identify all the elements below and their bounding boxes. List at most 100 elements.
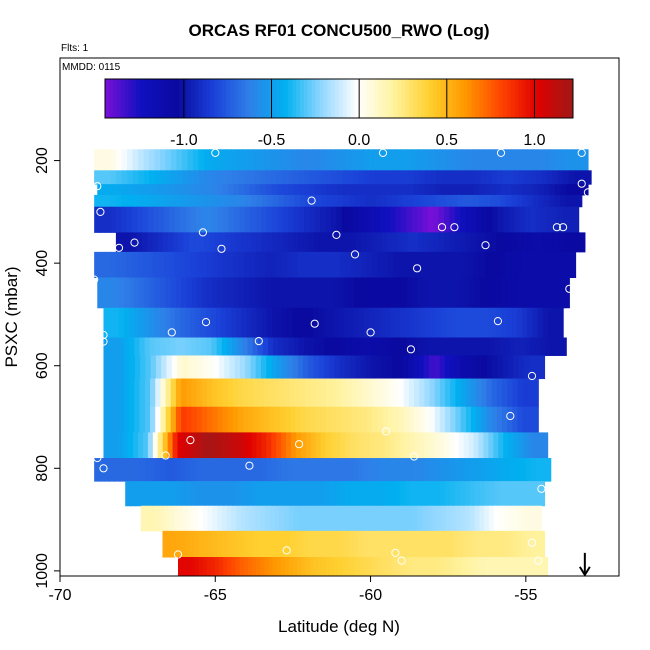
heatmap-cell	[470, 206, 477, 233]
heatmap-cell	[382, 378, 389, 408]
heatmap-cell	[460, 355, 467, 380]
heatmap-cell	[233, 184, 240, 196]
heatmap-cell	[469, 458, 476, 482]
heatmap-cell	[144, 277, 151, 309]
heatmap-cell	[427, 206, 434, 233]
heatmap-cell	[516, 277, 523, 309]
heatmap-cell	[124, 337, 130, 356]
heatmap-cell	[522, 251, 528, 279]
heatmap-cell	[393, 378, 400, 408]
heatmap-cell	[392, 170, 399, 185]
heatmap-cell	[241, 432, 248, 459]
heatmap-cell	[220, 149, 227, 171]
heatmap-cell	[335, 530, 341, 558]
colorbar-segment	[335, 79, 340, 118]
heatmap-cell	[365, 432, 371, 459]
heatmap-cell	[108, 355, 115, 380]
heatmap-cell	[275, 277, 282, 309]
heatmap-cell	[470, 355, 477, 380]
heatmap-cell	[516, 194, 523, 208]
heatmap-cell	[424, 406, 431, 433]
heatmap-cell	[288, 557, 294, 577]
heatmap-cell	[284, 557, 290, 577]
heatmap-cell	[438, 206, 445, 233]
x-axis-label: Latitude (deg N)	[278, 617, 400, 636]
heatmap-cell	[322, 458, 329, 482]
heatmap-cell	[397, 170, 404, 185]
heatmap-cell	[190, 557, 196, 577]
heatmap-cell	[145, 481, 151, 507]
heatmap-cell	[394, 432, 401, 459]
heatmap-cell	[126, 206, 133, 233]
heatmap-cell	[157, 184, 164, 196]
heatmap-cell	[180, 530, 186, 558]
heatmap-cell	[549, 149, 556, 171]
heatmap-cell	[445, 307, 452, 339]
heatmap-cell	[287, 206, 294, 233]
colorbar-segment	[518, 79, 523, 118]
heatmap-cell	[231, 458, 237, 482]
heatmap-cell	[258, 406, 265, 433]
heatmap-cell	[256, 458, 263, 482]
heatmap-cell	[337, 458, 344, 482]
colorbar-segment	[487, 79, 492, 118]
heatmap-cell	[201, 251, 208, 279]
heatmap-cell	[408, 406, 415, 433]
heatmap-cell	[284, 481, 291, 507]
heatmap-cell	[250, 206, 257, 233]
heatmap-cell	[499, 458, 506, 482]
heatmap-cell	[94, 206, 101, 233]
heatmap-cell	[426, 530, 432, 558]
heatmap-cell	[267, 232, 273, 253]
heatmap-cell	[381, 232, 388, 253]
heatmap-cell	[394, 481, 401, 507]
heatmap-cell	[414, 378, 420, 408]
heatmap-cell	[292, 251, 298, 279]
heatmap-cell	[176, 530, 182, 558]
colorbar-segment	[218, 79, 223, 118]
heatmap-cell	[187, 355, 194, 380]
heatmap-cell	[175, 337, 182, 356]
heatmap-cell	[502, 406, 508, 433]
heatmap-cell	[456, 149, 463, 171]
heatmap-cell	[368, 458, 374, 482]
heatmap-cell	[283, 505, 290, 532]
heatmap-cell	[493, 505, 500, 532]
heatmap-cell	[256, 307, 263, 339]
heatmap-cell	[315, 184, 322, 196]
heatmap-cell	[99, 149, 106, 171]
heatmap-cell	[170, 277, 177, 309]
heatmap-cell	[515, 458, 521, 482]
heatmap-cell	[585, 170, 592, 185]
heatmap-cell	[254, 481, 261, 507]
heatmap-cell	[178, 505, 185, 532]
heatmap-cell	[501, 307, 508, 339]
heatmap-cell	[154, 170, 162, 185]
heatmap-cell	[269, 378, 275, 408]
data-point	[307, 196, 316, 205]
heatmap-cell	[284, 378, 291, 408]
heatmap-cell	[418, 458, 425, 482]
heatmap-cell	[329, 355, 336, 380]
heatmap-cell	[102, 184, 109, 196]
heatmap-cell	[423, 232, 430, 253]
heatmap-cell	[355, 337, 362, 356]
heatmap-cell	[338, 557, 343, 577]
heatmap-cell	[506, 557, 512, 577]
heatmap-cell	[326, 378, 332, 408]
heatmap-cell	[418, 184, 425, 196]
heatmap-cell	[403, 557, 409, 577]
heatmap-cell	[293, 206, 300, 233]
colorbar-segment	[350, 79, 356, 118]
heatmap-cell	[519, 170, 526, 185]
heatmap-cell	[464, 458, 471, 482]
colorbar-segment	[565, 79, 570, 118]
heatmap-cell	[534, 481, 541, 507]
heatmap-cell	[231, 505, 237, 532]
heatmap-cell	[548, 232, 555, 253]
heatmap-cell	[266, 184, 273, 196]
heatmap-cell	[546, 206, 553, 233]
heatmap-cell	[402, 232, 409, 253]
heatmap-cell	[468, 251, 475, 279]
heatmap-cell	[551, 206, 558, 233]
